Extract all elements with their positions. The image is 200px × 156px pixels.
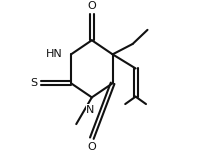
Text: O: O bbox=[87, 1, 96, 11]
Text: HN: HN bbox=[46, 49, 63, 59]
Text: S: S bbox=[31, 78, 38, 88]
Text: N: N bbox=[86, 105, 95, 115]
Text: O: O bbox=[87, 142, 96, 152]
